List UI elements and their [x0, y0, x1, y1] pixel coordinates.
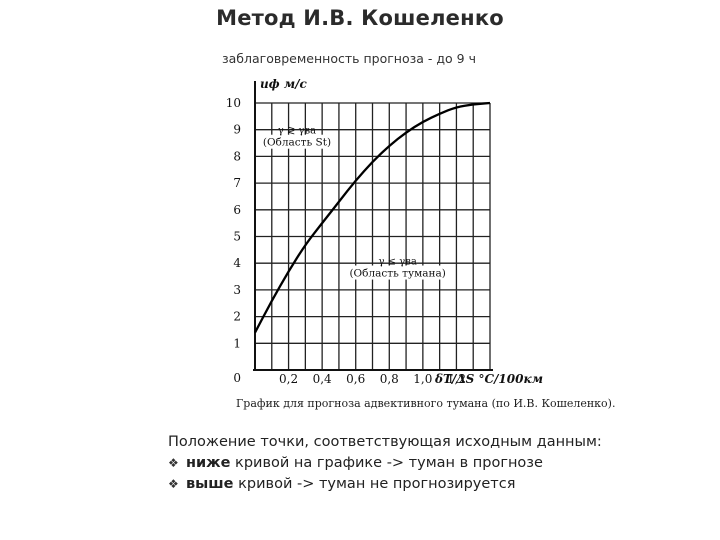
notes-item-emphasis: ниже: [186, 455, 231, 471]
x-tick-label: 1,0: [413, 372, 432, 386]
y-tick-label: 10: [226, 96, 241, 110]
annotation-label: (Область St): [263, 137, 331, 149]
x-tick-label: 0,2: [279, 372, 298, 386]
annotation-background: [260, 134, 333, 149]
y-tick-label: 2: [233, 310, 241, 324]
x-tick-label: 0,8: [380, 372, 399, 386]
slide-title: Метод И.В. Кошеленко: [216, 6, 504, 30]
x-tick-label: 1,2: [447, 372, 466, 386]
slide-subtitle: заблаговременность прогноза - до 9 ч: [222, 51, 476, 66]
notes-item-text: кривой на графике -> туман в прогнозе: [230, 455, 543, 471]
diamond-bullet-icon: ❖: [168, 477, 179, 491]
x-axis-label: δT/ΔS °C/100км: [434, 372, 543, 386]
y-tick-label: 7: [233, 176, 241, 190]
y-tick-label: 5: [233, 230, 241, 244]
notes-item-below: ❖ ниже кривой на графике -> туман в прогн…: [168, 453, 602, 474]
notes-item-text: кривой -> туман не прогнозируется: [233, 476, 516, 492]
notes-intro: Положение точки, соответствующая исходны…: [168, 434, 602, 450]
annotation-background: [349, 265, 446, 280]
diamond-bullet-icon: ❖: [168, 456, 179, 470]
notes-block: Положение точки, соответствующая исходны…: [168, 432, 602, 495]
x-tick-label: 0,6: [346, 372, 365, 386]
y-tick-label: 9: [233, 123, 241, 137]
chart-caption: График для прогноза адвективного тумана …: [236, 397, 616, 410]
y-axis-label: uф м/с: [260, 77, 308, 91]
y-tick-label: 1: [233, 336, 241, 350]
y-tick-label: 4: [233, 256, 241, 270]
annotation-formula: γ ≷ γва: [278, 126, 316, 137]
y-tick-label: 0: [233, 371, 241, 385]
fog-forecast-chart: 0 1 2 3 4 5 6 7 8 9 10 0,2 0,4 0,6 0,8 1,0 1,2 uф м/с δT/Δ…: [226, 77, 543, 386]
y-tick-label: 6: [233, 203, 241, 217]
annotation-formula: γ ≤ γва: [379, 257, 417, 268]
x-tick-label: 0,4: [313, 372, 332, 386]
notes-item-emphasis: выше: [186, 476, 234, 492]
y-tick-label: 3: [233, 283, 241, 297]
y-tick-label: 8: [233, 149, 241, 163]
notes-item-above: ❖ выше кривой -> туман не прогнозируется: [168, 474, 602, 495]
annotation-label: (Область тумана): [349, 268, 445, 280]
forecast-curve: [253, 101, 491, 334]
